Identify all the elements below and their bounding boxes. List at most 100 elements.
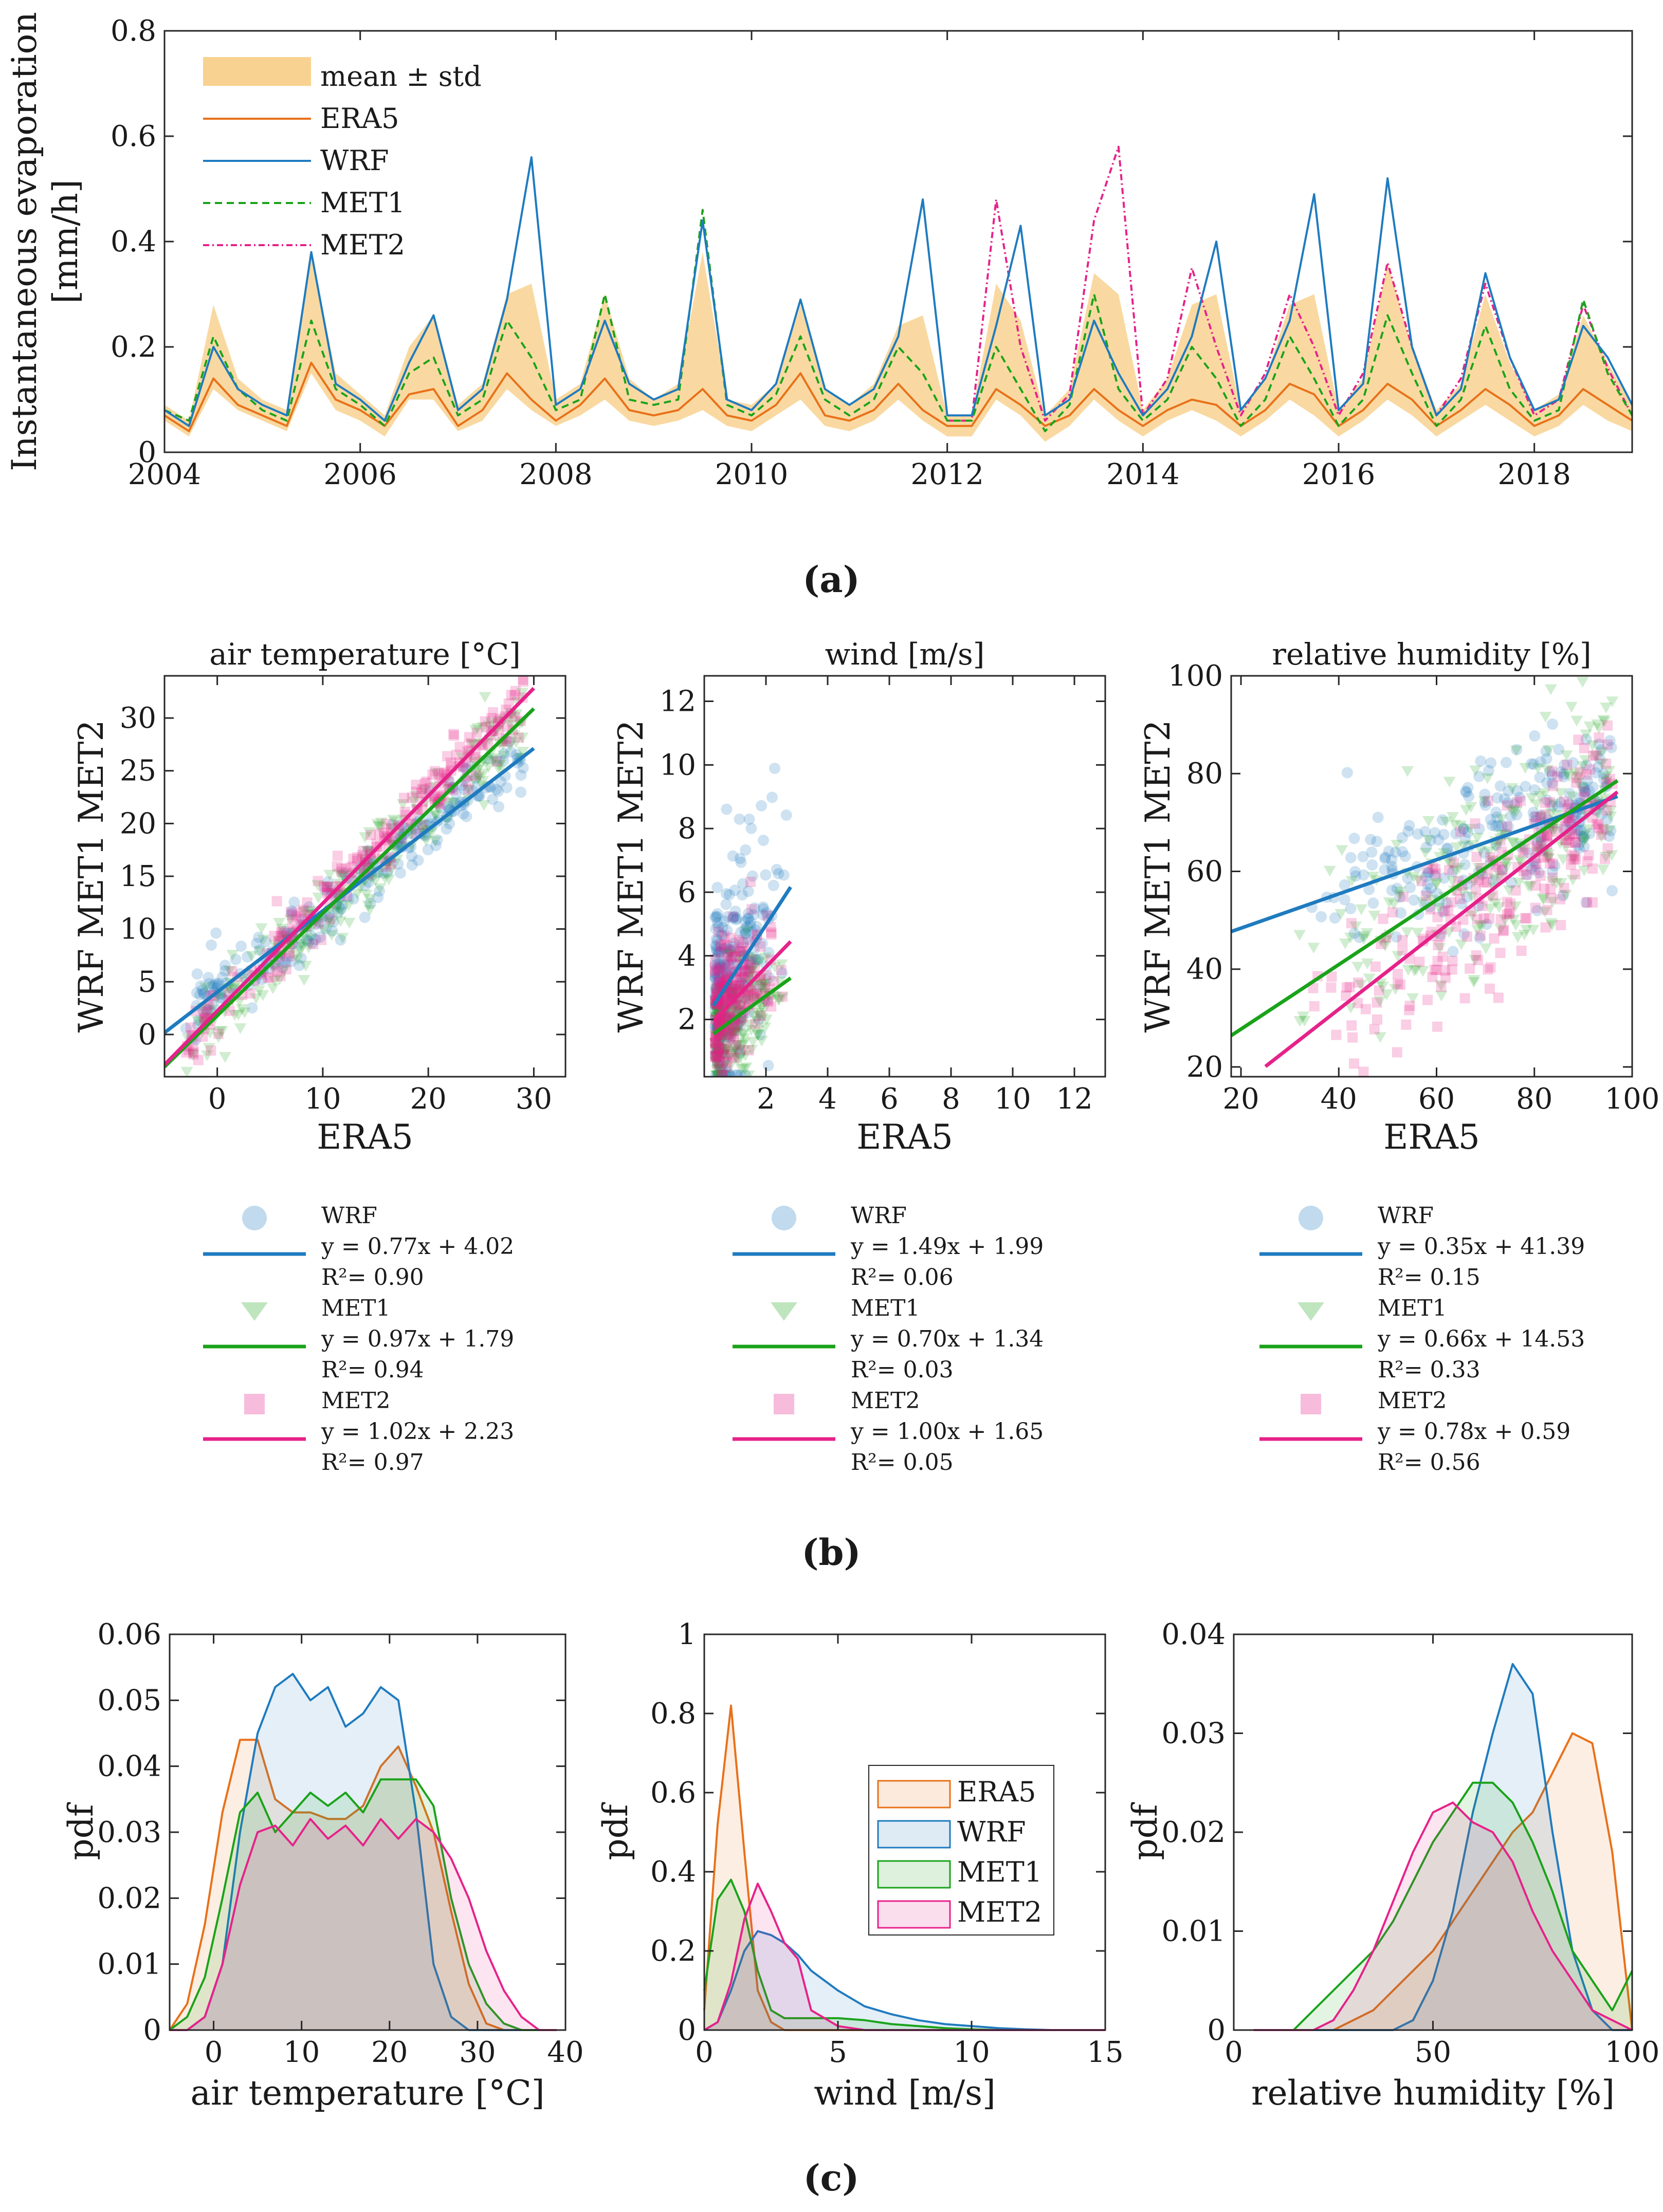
point-wrf	[754, 980, 765, 992]
point-met2	[1570, 854, 1581, 864]
point-met1	[430, 768, 443, 779]
point-met1	[1380, 935, 1393, 947]
point-met1	[1566, 791, 1579, 802]
point-wrf	[1503, 785, 1514, 797]
point-met1	[738, 1033, 751, 1044]
point-met2	[777, 991, 788, 1002]
point-wrf	[735, 1069, 746, 1077]
point-met1	[1489, 842, 1502, 854]
point-met2	[442, 751, 453, 762]
point-met1	[750, 993, 762, 1004]
point-wrf	[253, 931, 265, 943]
point-met2	[715, 977, 725, 988]
point-met2	[1604, 773, 1615, 784]
point-wrf	[286, 905, 298, 917]
point-met2	[750, 1019, 761, 1029]
point-met1	[510, 737, 523, 748]
point-wrf	[1462, 782, 1474, 794]
point-met1	[482, 721, 495, 732]
point-met1	[715, 992, 728, 1003]
x-tick-label: 2008	[519, 458, 593, 491]
point-wrf	[757, 901, 769, 913]
point-wrf	[210, 927, 222, 939]
point-met2	[715, 977, 725, 988]
point-met2	[715, 962, 726, 973]
point-met1	[1361, 928, 1374, 939]
point-met1	[1374, 996, 1386, 1007]
x-tick-label: 10	[283, 2036, 320, 2069]
point-wrf	[742, 886, 754, 897]
point-met1	[494, 759, 507, 770]
fit-line-met1	[1231, 779, 1619, 1037]
point-wrf	[756, 937, 768, 949]
point-met1	[1600, 703, 1613, 714]
y-tick-label: 4	[678, 939, 696, 973]
point-wrf	[711, 963, 723, 974]
point-wrf	[392, 858, 404, 870]
point-wrf	[1520, 781, 1531, 792]
point-met2	[429, 766, 440, 777]
y-tick-label: 0	[678, 2014, 696, 2047]
point-met1	[726, 984, 739, 995]
point-wrf	[711, 964, 723, 976]
point-wrf	[724, 945, 736, 957]
point-met2	[1455, 826, 1466, 837]
point-wrf	[709, 959, 721, 971]
point-met2	[506, 690, 517, 701]
point-met2	[1542, 905, 1552, 915]
point-met2	[1370, 961, 1381, 972]
y-tick-label: 0.8	[111, 14, 156, 48]
point-met2	[188, 1047, 199, 1058]
x-axis-label: ERA5	[856, 1117, 953, 1157]
point-met1	[727, 1046, 740, 1057]
point-met2	[748, 990, 759, 1001]
point-met2	[1535, 812, 1546, 823]
point-met2	[336, 863, 346, 874]
point-met2	[503, 698, 514, 709]
point-met1	[1578, 830, 1591, 841]
point-met1	[363, 905, 376, 916]
point-met1	[711, 1070, 724, 1077]
point-wrf	[1399, 851, 1411, 862]
point-wrf	[1580, 786, 1592, 798]
point-met1	[1422, 816, 1435, 827]
point-wrf	[412, 855, 424, 866]
point-met2	[463, 784, 473, 795]
point-wrf	[1490, 806, 1502, 818]
point-met2	[1392, 1047, 1402, 1058]
point-wrf	[710, 983, 722, 994]
point-met1	[465, 739, 478, 750]
point-met2	[1591, 750, 1601, 761]
legend-equation: y = 0.77x + 4.02	[321, 1233, 514, 1260]
point-met2	[1547, 872, 1558, 883]
point-met2	[1471, 950, 1482, 961]
y-tick-label: 5	[138, 965, 156, 999]
point-wrf	[1578, 831, 1589, 843]
point-met2	[739, 966, 750, 976]
point-wrf	[1441, 897, 1452, 909]
point-met1	[1401, 766, 1414, 777]
point-met1	[756, 1002, 769, 1013]
point-met1	[711, 1036, 724, 1047]
point-met2	[480, 716, 490, 727]
point-wrf	[714, 958, 726, 970]
point-wrf	[1456, 898, 1468, 910]
point-met2	[766, 927, 777, 938]
point-met2	[466, 738, 477, 749]
point-met2	[1484, 983, 1495, 994]
point-met1	[1454, 820, 1467, 832]
point-met1	[334, 916, 347, 927]
point-met1	[712, 1006, 725, 1017]
point-met2	[713, 1042, 724, 1053]
point-wrf	[1604, 735, 1616, 747]
legend-r2: R²= 0.06	[851, 1264, 954, 1291]
point-met2	[1552, 771, 1563, 782]
point-met1	[1430, 878, 1443, 889]
point-met1	[735, 1064, 748, 1075]
legend-marker-met2	[774, 1394, 794, 1414]
point-met1	[291, 954, 304, 966]
point-met1	[1505, 804, 1518, 816]
point-met2	[1532, 841, 1543, 852]
point-met2	[1465, 963, 1475, 974]
point-met2	[740, 970, 751, 981]
